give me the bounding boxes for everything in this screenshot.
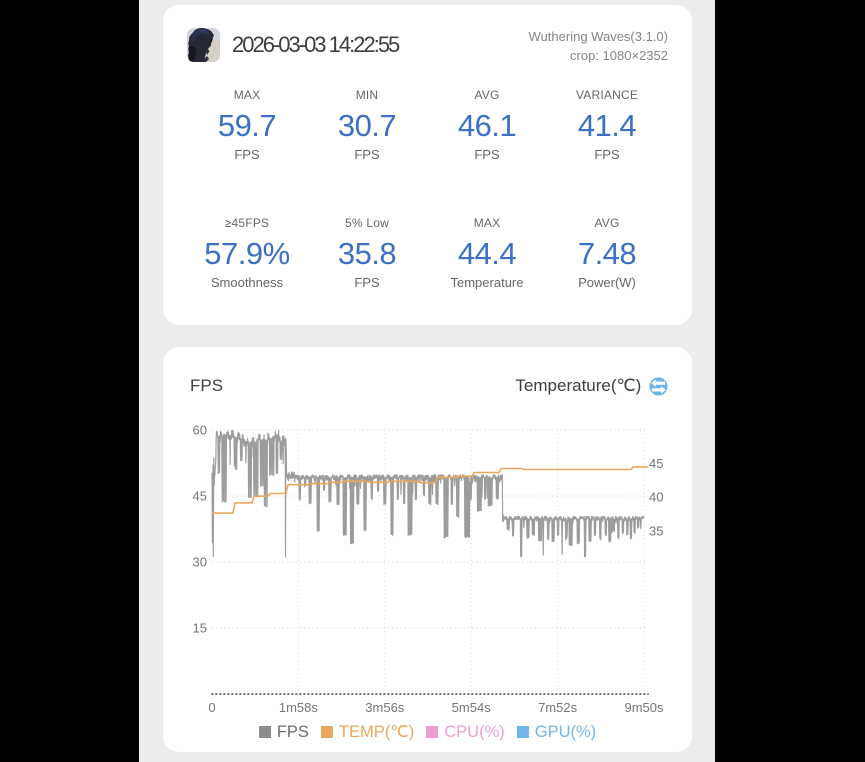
svg-text:3m56s: 3m56s xyxy=(365,700,405,715)
svg-text:7m52s: 7m52s xyxy=(538,700,578,715)
svg-text:15: 15 xyxy=(193,621,207,636)
svg-text:45: 45 xyxy=(649,456,663,471)
svg-text:45: 45 xyxy=(193,489,207,504)
svg-text:40: 40 xyxy=(649,490,663,505)
svg-text:9m50s: 9m50s xyxy=(624,700,664,715)
svg-text:35: 35 xyxy=(649,524,663,539)
svg-text:5m54s: 5m54s xyxy=(452,700,492,715)
svg-text:60: 60 xyxy=(193,423,207,438)
svg-text:1m58s: 1m58s xyxy=(279,700,319,715)
svg-text:0: 0 xyxy=(208,700,215,715)
svg-text:30: 30 xyxy=(193,555,207,570)
